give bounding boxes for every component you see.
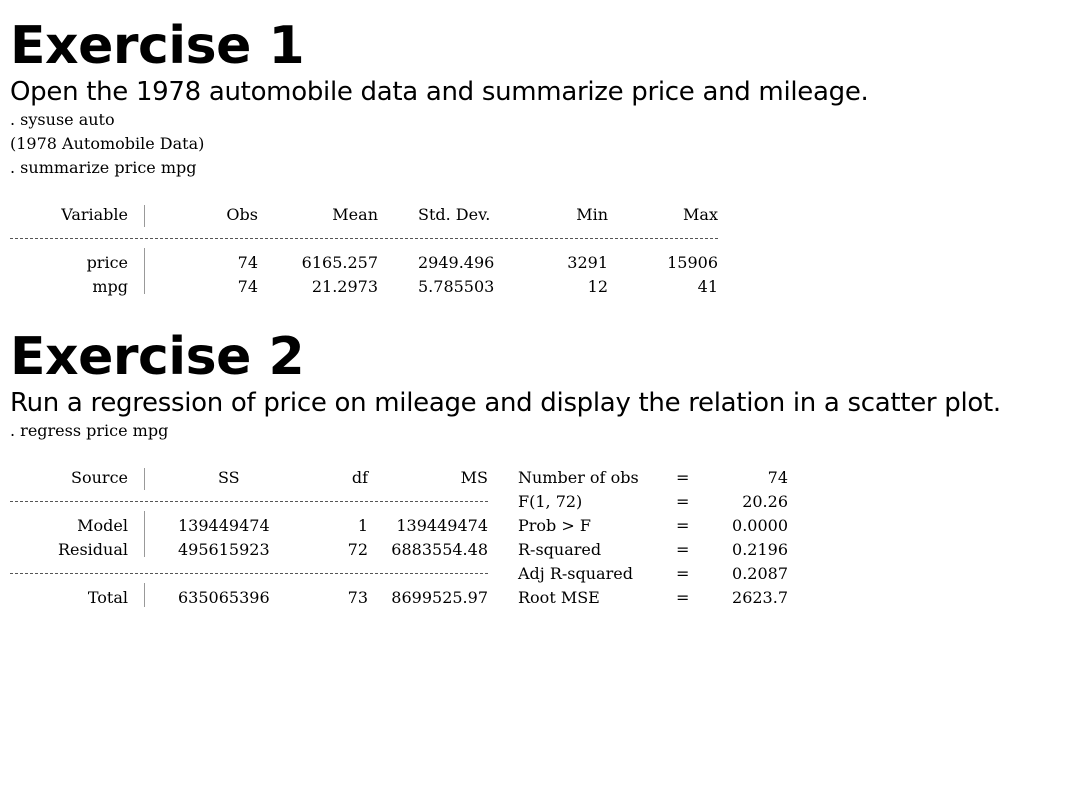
stat-probf-value: 0.0000 <box>732 516 788 535</box>
summary-row-price-variable: price <box>86 253 128 272</box>
summary-row-price-mean: 6165.257 <box>301 253 378 272</box>
stat-adj-rsquared-label: Adj R-squared <box>518 564 633 583</box>
exercise-2-description: Run a regression of price on mileage and… <box>10 388 1001 418</box>
anova-row-residual-ms: 6883554.48 <box>391 540 488 559</box>
anova-row-total-ss: 635065396 <box>178 588 270 607</box>
anova-header-source: Source <box>71 468 128 487</box>
stat-probf-label: Prob > F <box>518 516 591 535</box>
summary-header-obs: Obs <box>226 205 258 224</box>
summary-row-mpg-variable: mpg <box>92 277 128 296</box>
stat-f-eq: = <box>676 492 690 511</box>
summary-row-mpg-max: 41 <box>697 277 718 296</box>
stat-rsquared-label: R-squared <box>518 540 602 559</box>
anova-row-residual-df: 72 <box>347 540 368 559</box>
summary-row-price-stddev: 2949.496 <box>418 253 495 272</box>
summary-header-divider <box>144 205 145 227</box>
anova-row-model-ms: 139449474 <box>396 516 488 535</box>
stat-adj-rsquared-eq: = <box>676 564 690 583</box>
sysuse-output: (1978 Automobile Data) <box>10 134 205 153</box>
stat-adj-rsquared-value: 0.2087 <box>732 564 788 583</box>
summarize-command: . summarize price mpg <box>10 158 197 177</box>
summary-row-mpg-stddev: 5.785503 <box>418 277 495 296</box>
anova-header-ss: SS <box>218 468 240 487</box>
regression-table: Source SS df MS Model 139449474 1 139449… <box>10 466 1070 610</box>
summary-body-divider <box>144 248 145 294</box>
stat-nobs-value: 74 <box>767 468 788 487</box>
summary-row-price-min: 3291 <box>567 253 608 272</box>
stat-f-value: 20.26 <box>742 492 788 511</box>
anova-header-ms: MS <box>460 468 488 487</box>
exercise-2-heading: Exercise 2 <box>10 327 305 387</box>
summary-header-min: Min <box>576 205 608 224</box>
anova-row-residual-source: Residual <box>57 540 128 559</box>
stat-nobs-eq: = <box>676 468 690 487</box>
summary-row-mpg-mean: 21.2973 <box>311 277 378 296</box>
anova-separator-bottom <box>10 573 488 574</box>
regress-command: . regress price mpg <box>10 421 169 440</box>
anova-row-residual-ss: 495615923 <box>178 540 270 559</box>
exercise-1-description: Open the 1978 automobile data and summar… <box>10 77 869 107</box>
stat-f-label: F(1, 72) <box>518 492 583 511</box>
anova-row-total-source: Total <box>87 588 128 607</box>
summary-header-variable: Variable <box>61 205 128 224</box>
summary-separator <box>10 238 718 239</box>
stat-rsquared-eq: = <box>676 540 690 559</box>
summary-row-mpg-obs: 74 <box>237 277 258 296</box>
exercise-1-heading: Exercise 1 <box>10 16 305 76</box>
anova-row-model-ss: 139449474 <box>178 516 270 535</box>
stat-rootmse-eq: = <box>676 588 690 607</box>
summary-table: Variable Obs Mean Std. Dev. Min Max pric… <box>10 203 1070 299</box>
summary-row-mpg-min: 12 <box>587 277 608 296</box>
summary-header-mean: Mean <box>332 205 378 224</box>
anova-header-df: df <box>351 468 368 487</box>
anova-body-divider <box>144 511 145 557</box>
summary-header-max: Max <box>683 205 718 224</box>
stat-rootmse-label: Root MSE <box>518 588 600 607</box>
stat-nobs-label: Number of obs <box>518 468 639 487</box>
stat-rsquared-value: 0.2196 <box>732 540 788 559</box>
sysuse-command: . sysuse auto <box>10 110 115 129</box>
summary-header-stddev: Std. Dev. <box>418 205 491 224</box>
document-page: Exercise 1 Open the 1978 automobile data… <box>10 0 1070 610</box>
anova-header-divider <box>144 468 145 490</box>
anova-separator-top <box>10 501 488 502</box>
summary-row-price-obs: 74 <box>237 253 258 272</box>
anova-row-total-df: 73 <box>347 588 368 607</box>
anova-total-divider <box>144 583 145 607</box>
anova-row-model-df: 1 <box>357 516 368 535</box>
stat-rootmse-value: 2623.7 <box>732 588 788 607</box>
summary-row-price-max: 15906 <box>667 253 718 272</box>
anova-row-model-source: Model <box>77 516 128 535</box>
anova-row-total-ms: 8699525.97 <box>391 588 488 607</box>
stat-probf-eq: = <box>676 516 690 535</box>
